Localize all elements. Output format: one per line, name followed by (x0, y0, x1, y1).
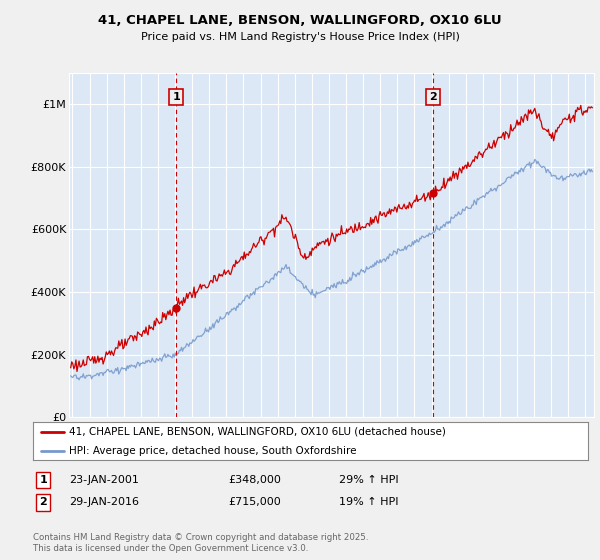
Text: 29% ↑ HPI: 29% ↑ HPI (339, 475, 398, 485)
Text: Price paid vs. HM Land Registry's House Price Index (HPI): Price paid vs. HM Land Registry's House … (140, 32, 460, 43)
Text: 1: 1 (172, 92, 180, 102)
Text: 2: 2 (429, 92, 437, 102)
Text: Contains HM Land Registry data © Crown copyright and database right 2025.
This d: Contains HM Land Registry data © Crown c… (33, 533, 368, 553)
Text: 41, CHAPEL LANE, BENSON, WALLINGFORD, OX10 6LU: 41, CHAPEL LANE, BENSON, WALLINGFORD, OX… (98, 14, 502, 27)
Text: 23-JAN-2001: 23-JAN-2001 (69, 475, 139, 485)
Text: 41, CHAPEL LANE, BENSON, WALLINGFORD, OX10 6LU (detached house): 41, CHAPEL LANE, BENSON, WALLINGFORD, OX… (69, 427, 446, 437)
Text: 2: 2 (40, 497, 47, 507)
Text: 1: 1 (40, 475, 47, 485)
Text: £715,000: £715,000 (228, 497, 281, 507)
Text: 29-JAN-2016: 29-JAN-2016 (69, 497, 139, 507)
Text: £348,000: £348,000 (228, 475, 281, 485)
Text: 19% ↑ HPI: 19% ↑ HPI (339, 497, 398, 507)
Text: HPI: Average price, detached house, South Oxfordshire: HPI: Average price, detached house, Sout… (69, 446, 356, 456)
